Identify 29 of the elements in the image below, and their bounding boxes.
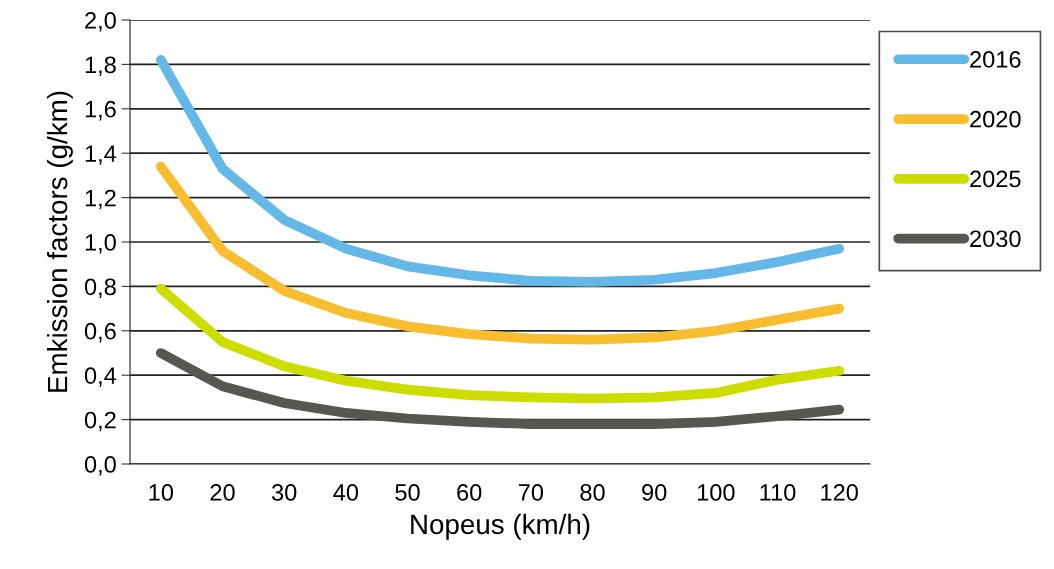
x-tick-label: 40 [333, 484, 359, 501]
x-tick-label: 30 [271, 484, 297, 501]
x-tick-label: 120 [821, 484, 858, 501]
y-tick-label: 1,8 [85, 56, 116, 76]
y-tick-label: 1,6 [85, 100, 116, 121]
x-tick-label: 50 [395, 484, 420, 501]
y-tick-label: 0,8 [84, 278, 116, 298]
x-tick-label: 100 [697, 484, 735, 501]
y-tick-label: 0,0 [84, 456, 116, 476]
y-tick-label: 0,4 [84, 367, 117, 387]
y-tick-label: 1,4 [85, 145, 117, 165]
y-tick-label: 1,2 [85, 189, 116, 210]
x-tick-label: 70 [518, 484, 544, 501]
y-tick-label: 0,6 [84, 322, 116, 343]
x-tick-label: 20 [210, 484, 235, 501]
legend-label: 2016 [970, 51, 1021, 68]
y-tick-label: 2,0 [85, 12, 116, 32]
legend-label: 2020 [970, 110, 1021, 128]
y-tick-label: 0,2 [84, 411, 116, 432]
x-axis-title: Nopeus (km/h) [411, 513, 590, 540]
x-tick-label: 60 [457, 484, 482, 501]
x-tick-label: 80 [580, 484, 605, 501]
x-tick-label: 90 [642, 484, 667, 501]
y-axis-title: Emkission factors (g/km) [46, 91, 73, 392]
y-tick-label: 1,0 [85, 234, 116, 254]
legend-label: 2025 [970, 170, 1021, 188]
x-tick-label: 10 [149, 484, 174, 501]
legend-label: 2030 [970, 230, 1021, 248]
x-tick-label: 110 [760, 484, 796, 501]
